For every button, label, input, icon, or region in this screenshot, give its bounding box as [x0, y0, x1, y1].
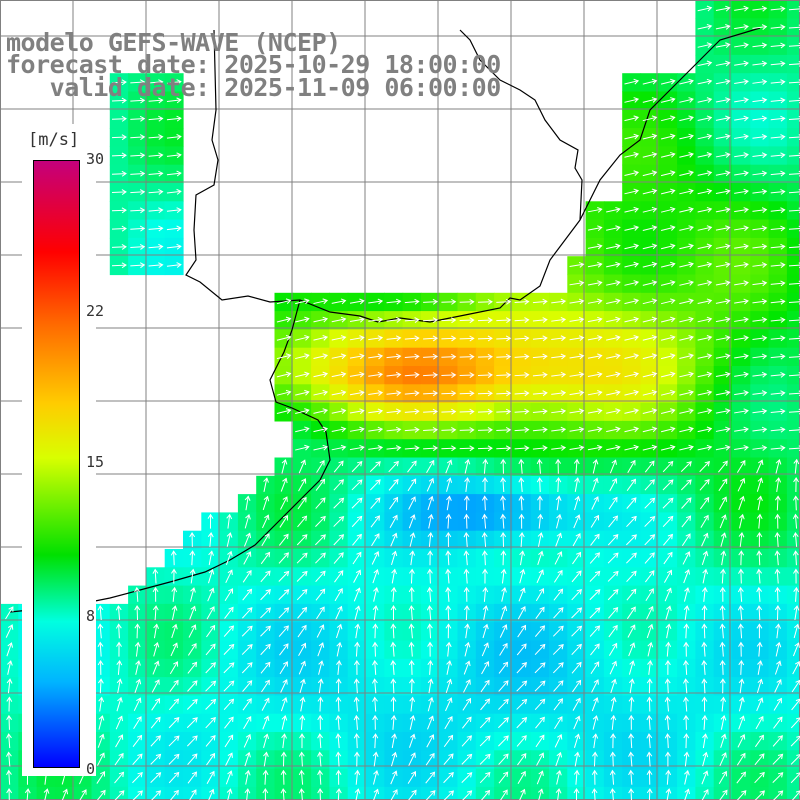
wind-cell: [750, 786, 770, 800]
wind-cell: [128, 786, 147, 800]
wind-cell: [457, 786, 477, 800]
wind-cell: [786, 494, 800, 513]
wind-cell: [384, 786, 404, 800]
wind-cell: [366, 786, 385, 800]
wind-cell: [786, 786, 800, 800]
wind-cell: [786, 713, 800, 733]
wind-cell: [768, 786, 788, 800]
wind-cell: [786, 695, 800, 715]
wind-cell: [786, 658, 800, 678]
colorbar: [33, 160, 80, 768]
wind-arrow: [752, 5, 768, 12]
wind-cell: [786, 732, 800, 751]
coastline: [9, 299, 331, 613]
wind-cell: [713, 786, 733, 800]
wind-cell: [201, 786, 221, 800]
wind-cell: [786, 585, 800, 605]
colorbar-tick: 0: [86, 760, 96, 778]
colorbar-tick: 15: [86, 453, 105, 471]
wind-cell: [402, 786, 422, 800]
wind-cell: [786, 512, 800, 532]
wind-cell: [512, 786, 532, 800]
wind-cell: [54, 786, 74, 800]
wind-vectors: [5, 5, 800, 800]
wind-cell: [786, 768, 800, 788]
wind-cell: [603, 786, 623, 800]
wind-arrow: [734, 5, 749, 12]
wind-cell: [786, 640, 800, 660]
wind-cell: [786, 549, 800, 568]
wind-cell: [109, 786, 129, 800]
wind-cell: [420, 786, 440, 800]
wind-cell: [732, 786, 751, 800]
colorbar-unit: [m/s]: [28, 130, 80, 150]
wind-arrow: [715, 5, 731, 12]
wind-cell: [73, 786, 93, 800]
wind-cell: [786, 475, 800, 495]
wind-cell: [695, 786, 715, 800]
coastline: [579, 27, 761, 221]
wind-cell: [786, 567, 800, 587]
title-valid-date: valid date: 2025-11-09 06:00:00: [6, 73, 502, 102]
wind-cell: [439, 786, 459, 800]
wind-cell: [494, 786, 513, 800]
wind-cell: [164, 786, 184, 800]
wind-cell: [146, 786, 166, 800]
wind-cell: [91, 786, 111, 800]
wind-cell: [677, 786, 696, 800]
colorbar-tick: 30: [86, 150, 105, 168]
colorbar-tick: 8: [86, 607, 96, 625]
wind-arrow: [697, 5, 713, 12]
colorbar-tick: 22: [86, 302, 105, 320]
wind-cell: [183, 786, 202, 800]
coastline: [185, 29, 583, 323]
wind-cell: [475, 786, 495, 800]
